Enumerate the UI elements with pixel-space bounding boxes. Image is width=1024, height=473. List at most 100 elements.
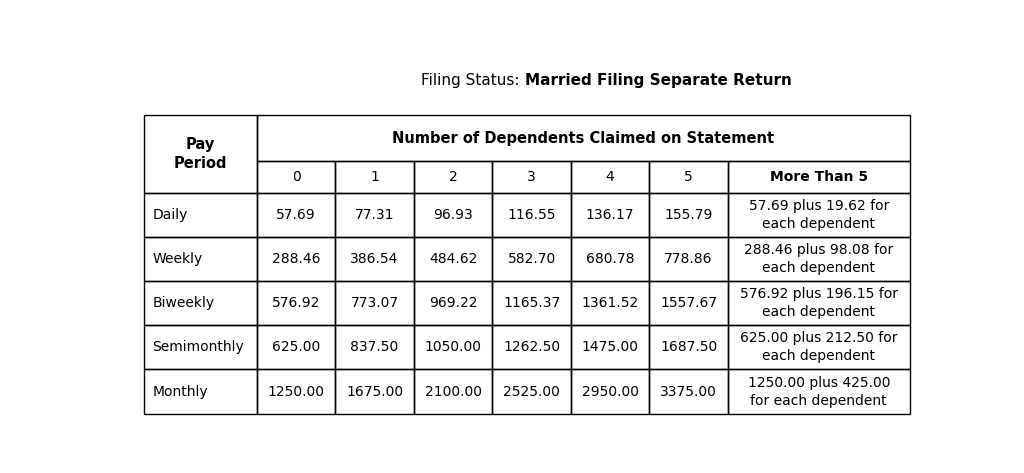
Bar — [335, 369, 414, 414]
Text: 2: 2 — [449, 170, 458, 184]
Bar — [493, 161, 570, 193]
Text: 773.07: 773.07 — [350, 296, 398, 310]
Bar — [570, 369, 649, 414]
Text: 582.70: 582.70 — [508, 252, 556, 266]
Bar — [728, 325, 909, 369]
Bar — [257, 369, 335, 414]
Text: 96.93: 96.93 — [433, 208, 473, 222]
Text: 136.17: 136.17 — [586, 208, 634, 222]
Text: 2100.00: 2100.00 — [425, 385, 481, 399]
Text: Semimonthly: Semimonthly — [153, 341, 245, 354]
Bar — [257, 193, 335, 237]
Text: More Than 5: More Than 5 — [770, 170, 867, 184]
Bar — [649, 193, 728, 237]
Bar — [649, 369, 728, 414]
Text: 1250.00 plus 425.00
for each dependent: 1250.00 plus 425.00 for each dependent — [748, 376, 890, 408]
Bar — [257, 325, 335, 369]
Text: 155.79: 155.79 — [665, 208, 713, 222]
Text: Monthly: Monthly — [153, 385, 208, 399]
Bar — [728, 237, 909, 281]
Bar — [143, 115, 257, 193]
Bar — [493, 193, 570, 237]
Bar — [335, 281, 414, 325]
Bar — [414, 281, 493, 325]
Text: 484.62: 484.62 — [429, 252, 477, 266]
Text: 288.46 plus 98.08 for
each dependent: 288.46 plus 98.08 for each dependent — [744, 243, 893, 275]
Text: 3375.00: 3375.00 — [660, 385, 717, 399]
Bar — [570, 193, 649, 237]
Bar — [414, 193, 493, 237]
Bar — [649, 281, 728, 325]
Text: 77.31: 77.31 — [355, 208, 394, 222]
Bar — [728, 281, 909, 325]
Text: 1475.00: 1475.00 — [582, 341, 639, 354]
Bar — [493, 325, 570, 369]
Bar — [414, 325, 493, 369]
Text: Weekly: Weekly — [153, 252, 203, 266]
Bar — [143, 193, 257, 237]
Text: 5: 5 — [684, 170, 693, 184]
Bar — [493, 237, 570, 281]
Bar — [728, 193, 909, 237]
Text: 625.00 plus 212.50 for
each dependent: 625.00 plus 212.50 for each dependent — [740, 332, 897, 363]
Text: Biweekly: Biweekly — [153, 296, 215, 310]
Bar — [335, 161, 414, 193]
Text: 680.78: 680.78 — [586, 252, 634, 266]
Text: 1675.00: 1675.00 — [346, 385, 403, 399]
Bar — [257, 115, 909, 161]
Text: 969.22: 969.22 — [429, 296, 477, 310]
Text: 576.92 plus 196.15 for
each dependent: 576.92 plus 196.15 for each dependent — [739, 287, 898, 319]
Text: 1: 1 — [370, 170, 379, 184]
Bar — [728, 369, 909, 414]
Text: 625.00: 625.00 — [272, 341, 321, 354]
Text: 386.54: 386.54 — [350, 252, 398, 266]
Text: 1250.00: 1250.00 — [267, 385, 325, 399]
Bar — [570, 237, 649, 281]
Text: 4: 4 — [605, 170, 614, 184]
Bar — [649, 161, 728, 193]
Bar — [143, 325, 257, 369]
Bar — [143, 369, 257, 414]
Text: 837.50: 837.50 — [350, 341, 398, 354]
Bar — [414, 161, 493, 193]
Bar — [649, 237, 728, 281]
Bar — [335, 193, 414, 237]
Bar — [335, 237, 414, 281]
Text: 1687.50: 1687.50 — [659, 341, 717, 354]
Bar — [257, 161, 335, 193]
Bar — [257, 281, 335, 325]
Bar — [143, 281, 257, 325]
Text: Filing Status:: Filing Status: — [422, 73, 524, 88]
Text: Pay
Period: Pay Period — [174, 137, 227, 171]
Text: 57.69 plus 19.62 for
each dependent: 57.69 plus 19.62 for each dependent — [749, 199, 889, 231]
Text: 1361.52: 1361.52 — [582, 296, 639, 310]
Text: 1557.67: 1557.67 — [660, 296, 717, 310]
Text: Married Filing Separate Return: Married Filing Separate Return — [524, 73, 792, 88]
Bar — [728, 161, 909, 193]
Text: 2950.00: 2950.00 — [582, 385, 639, 399]
Text: Number of Dependents Claimed on Statement: Number of Dependents Claimed on Statemen… — [392, 131, 774, 146]
Bar — [570, 325, 649, 369]
Bar — [570, 281, 649, 325]
Text: 116.55: 116.55 — [507, 208, 556, 222]
Bar — [143, 237, 257, 281]
Text: 288.46: 288.46 — [271, 252, 321, 266]
Text: 2525.00: 2525.00 — [503, 385, 560, 399]
Text: 1050.00: 1050.00 — [425, 341, 481, 354]
Bar — [335, 325, 414, 369]
Bar — [649, 325, 728, 369]
Bar — [570, 161, 649, 193]
Text: Daily: Daily — [153, 208, 188, 222]
Bar — [493, 369, 570, 414]
Bar — [257, 237, 335, 281]
Text: 0: 0 — [292, 170, 300, 184]
Bar — [493, 281, 570, 325]
Text: 576.92: 576.92 — [272, 296, 321, 310]
Text: 3: 3 — [527, 170, 536, 184]
Text: 778.86: 778.86 — [665, 252, 713, 266]
Bar — [414, 369, 493, 414]
Text: 1262.50: 1262.50 — [503, 341, 560, 354]
Text: 57.69: 57.69 — [276, 208, 315, 222]
Bar — [414, 237, 493, 281]
Text: 1165.37: 1165.37 — [503, 296, 560, 310]
